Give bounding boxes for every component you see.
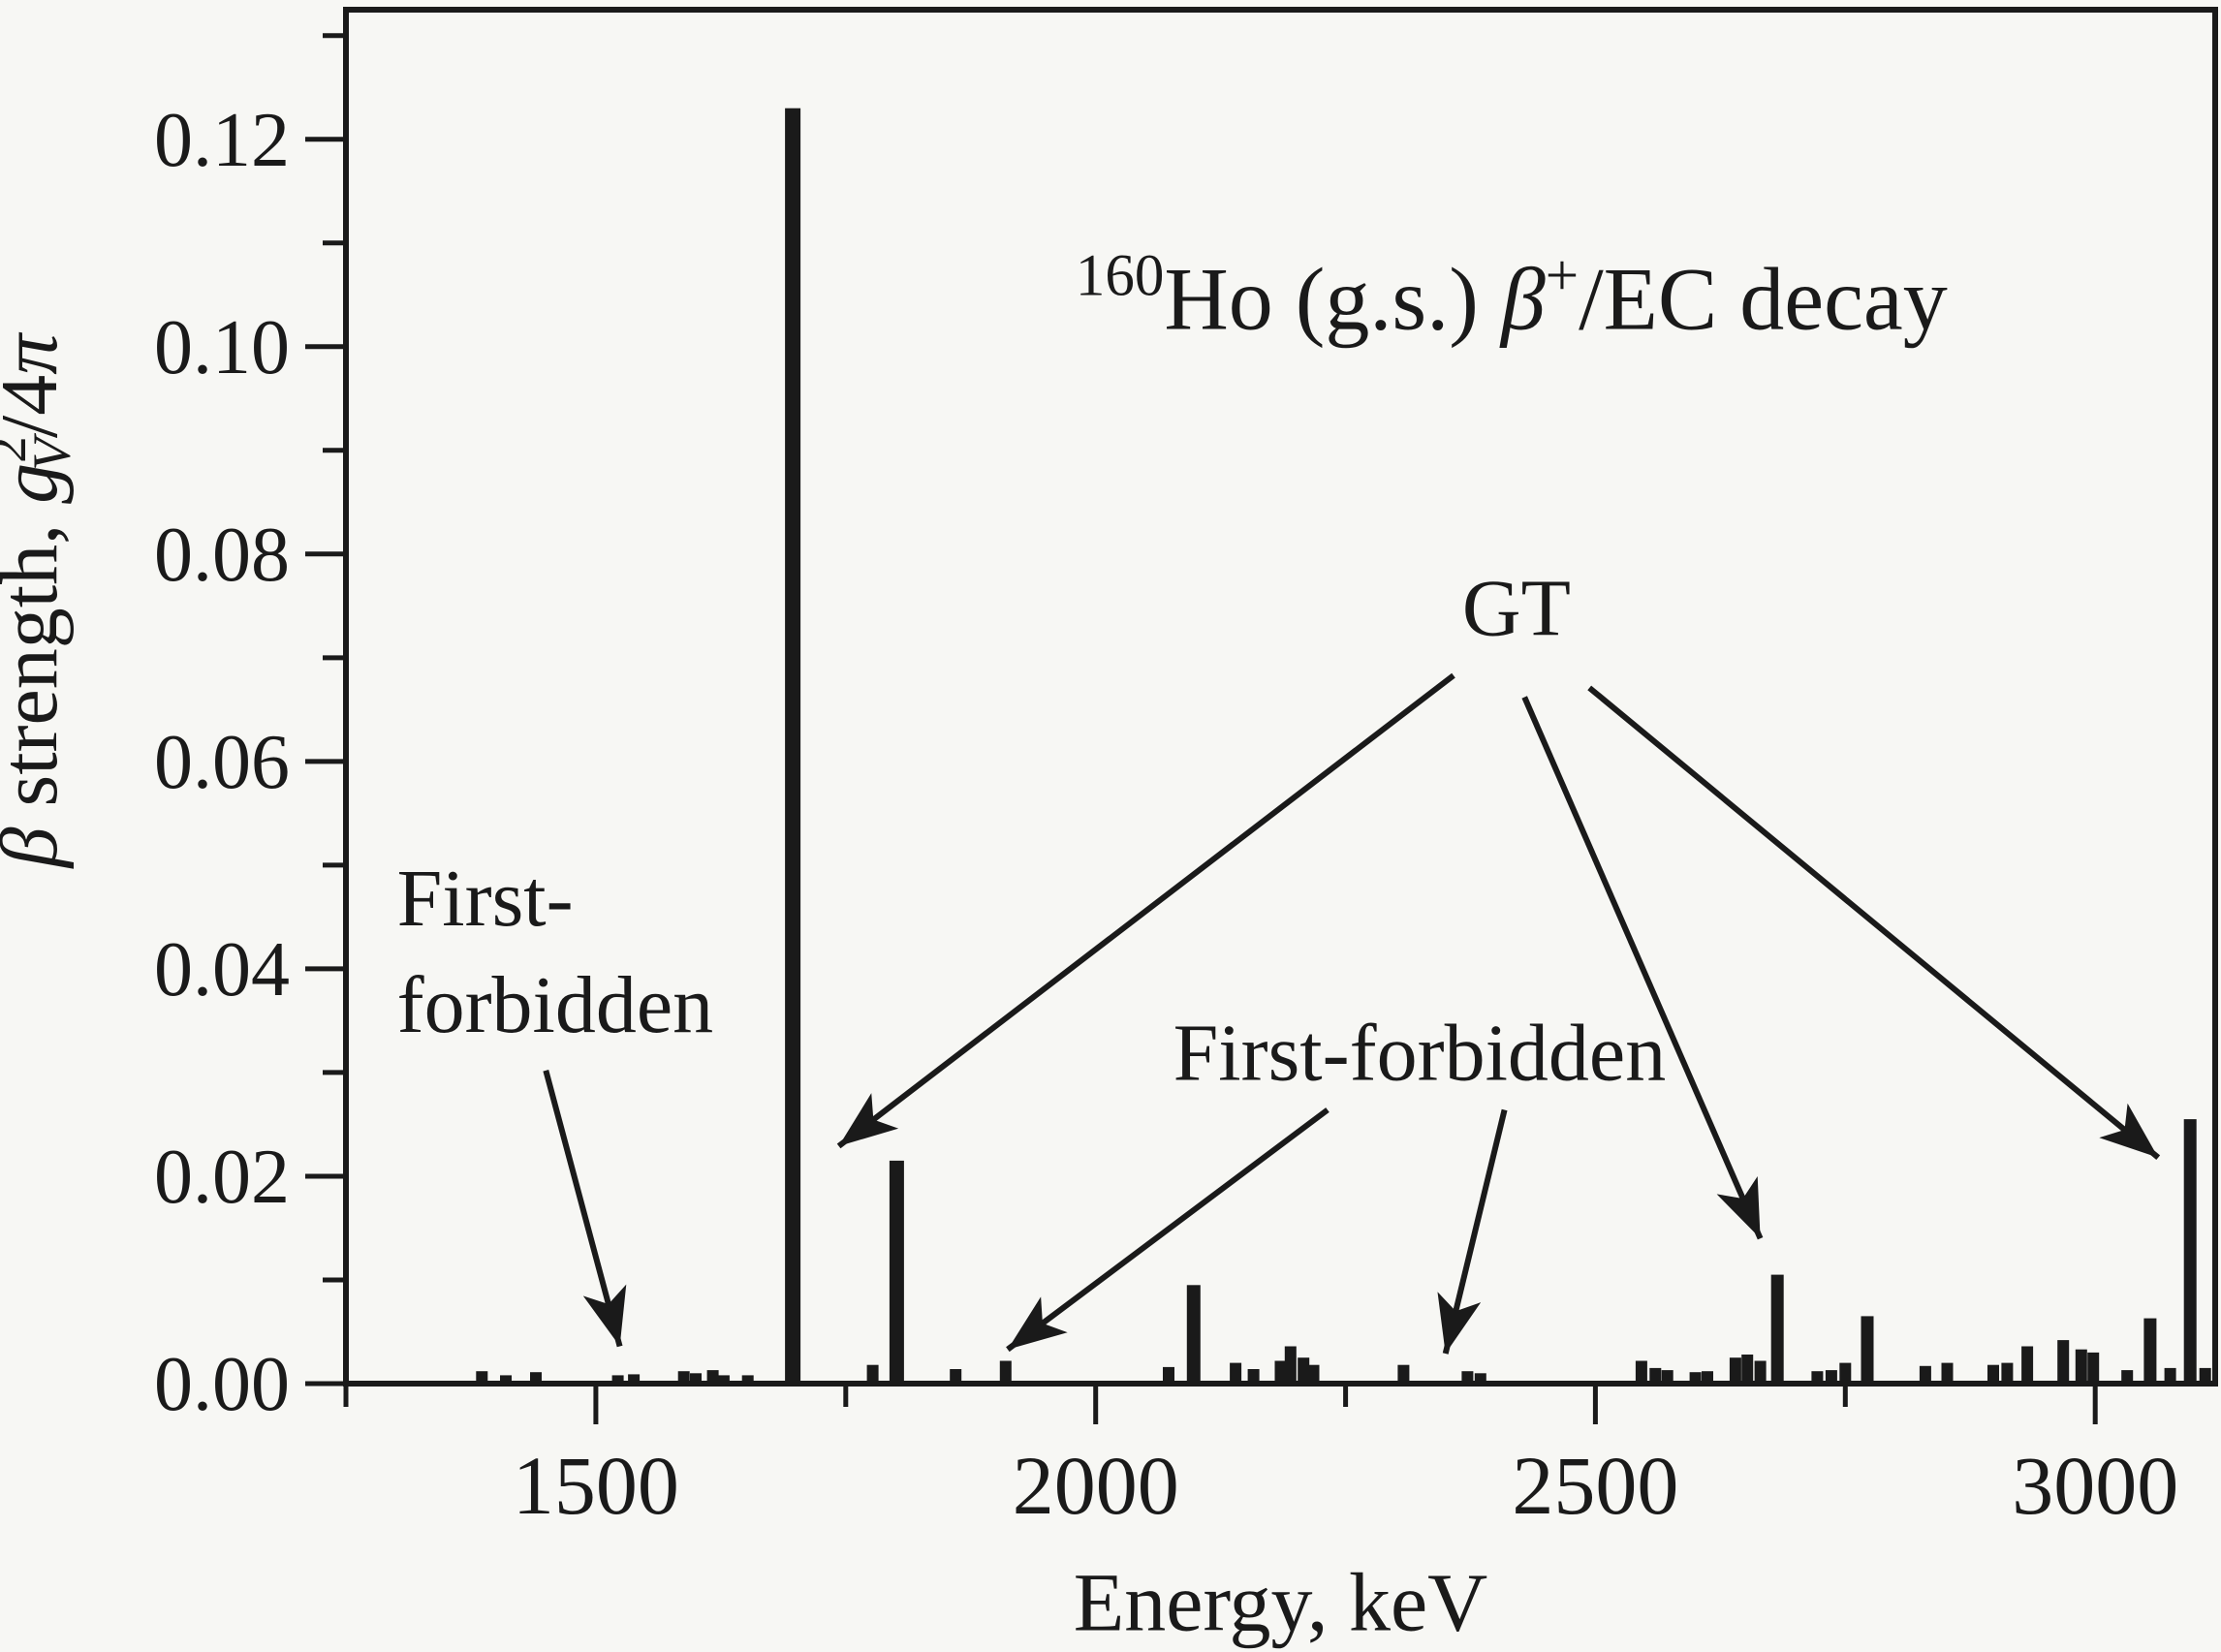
bar xyxy=(717,1375,730,1384)
bar xyxy=(500,1375,512,1384)
y-tick-label: 0.08 xyxy=(154,513,290,598)
y-tick-label: 0.12 xyxy=(154,98,290,183)
x-tick-label: 3000 xyxy=(2012,1439,2178,1532)
ff-left-label: First- xyxy=(397,854,574,944)
gt-arrow xyxy=(1521,696,1764,1240)
bar xyxy=(1474,1373,1486,1384)
bar xyxy=(1754,1360,1767,1384)
bar xyxy=(1461,1371,1474,1384)
y-tick-label: 0.00 xyxy=(154,1342,290,1427)
bar xyxy=(1825,1370,1837,1384)
bar xyxy=(866,1364,879,1384)
bar xyxy=(1230,1362,1242,1384)
bar xyxy=(2057,1340,2070,1384)
y-tick-label: 0.04 xyxy=(154,927,290,1013)
axis-ticks xyxy=(305,33,2098,1424)
bar xyxy=(628,1374,641,1384)
bar xyxy=(1661,1370,1674,1384)
bar xyxy=(2001,1362,2014,1384)
y-tick-label: 0.02 xyxy=(154,1135,290,1220)
x-axis-label: Energy, keV xyxy=(1074,1556,1487,1649)
ff-left-arrow xyxy=(543,1070,627,1348)
bar xyxy=(2183,1119,2197,1384)
axis-tick-labels: 1500 2000 2500 3000 0.00 0.02 0.04 0.06 0.08 0.10… xyxy=(154,98,2178,1532)
plot-border xyxy=(343,7,2218,1387)
bar xyxy=(889,1160,904,1384)
bar xyxy=(2143,1318,2157,1384)
bar xyxy=(1274,1360,1287,1384)
annotations: GT First-forbidden First-forbidden xyxy=(397,563,2161,1355)
bar xyxy=(999,1360,1012,1384)
bar xyxy=(2087,1352,2100,1384)
bar xyxy=(1186,1285,1201,1384)
bar xyxy=(1839,1362,1852,1384)
y-tick-label: 0.06 xyxy=(154,720,290,805)
ff-mid-arrow xyxy=(1006,1107,1329,1353)
bar xyxy=(1770,1274,1784,1384)
bar xyxy=(2199,1367,2211,1384)
bar xyxy=(2075,1349,2087,1384)
gt-arrow xyxy=(836,672,1455,1149)
bar xyxy=(1163,1366,1174,1384)
bar xyxy=(1247,1369,1260,1384)
bar xyxy=(690,1373,702,1384)
bar xyxy=(785,108,801,1385)
ff-mid-label: First-forbidden xyxy=(1173,1008,1667,1098)
chart-title: 160Ho (g.s.) β+/EC decay xyxy=(1076,244,1948,349)
y-axis-label: β strength, g2V/4π xyxy=(0,331,81,870)
gt-label: GT xyxy=(1462,563,1571,653)
bar xyxy=(1987,1364,1999,1384)
ff-mid-arrow xyxy=(1437,1108,1508,1355)
bar xyxy=(476,1371,488,1384)
bar xyxy=(1298,1357,1310,1384)
bars xyxy=(476,108,2211,1385)
y-tick-label: 0.10 xyxy=(154,305,290,390)
bar xyxy=(1307,1364,1320,1384)
bar xyxy=(1919,1365,1931,1384)
bar xyxy=(2021,1346,2034,1384)
bar xyxy=(706,1370,719,1384)
bar xyxy=(741,1375,754,1384)
bar xyxy=(1811,1371,1824,1384)
bar xyxy=(1702,1371,1713,1384)
bar xyxy=(950,1369,962,1384)
x-tick-label: 2500 xyxy=(1512,1439,1678,1532)
x-tick-label: 2000 xyxy=(1013,1439,1179,1532)
bar xyxy=(1649,1367,1662,1384)
bar xyxy=(1635,1360,1647,1384)
bar xyxy=(1741,1355,1754,1384)
bar xyxy=(1729,1357,1741,1384)
gt-arrow xyxy=(1587,685,2161,1161)
bar xyxy=(1397,1364,1410,1384)
bar xyxy=(1284,1346,1297,1384)
bar xyxy=(1941,1362,1954,1384)
bar xyxy=(530,1372,542,1384)
bar xyxy=(2164,1367,2176,1384)
bar xyxy=(2121,1370,2134,1384)
bar xyxy=(677,1371,690,1384)
bar xyxy=(1689,1372,1702,1384)
bar xyxy=(1861,1316,1874,1384)
ff-left-label: forbidden xyxy=(397,960,714,1050)
bar xyxy=(611,1375,624,1384)
x-tick-label: 1500 xyxy=(513,1439,679,1532)
